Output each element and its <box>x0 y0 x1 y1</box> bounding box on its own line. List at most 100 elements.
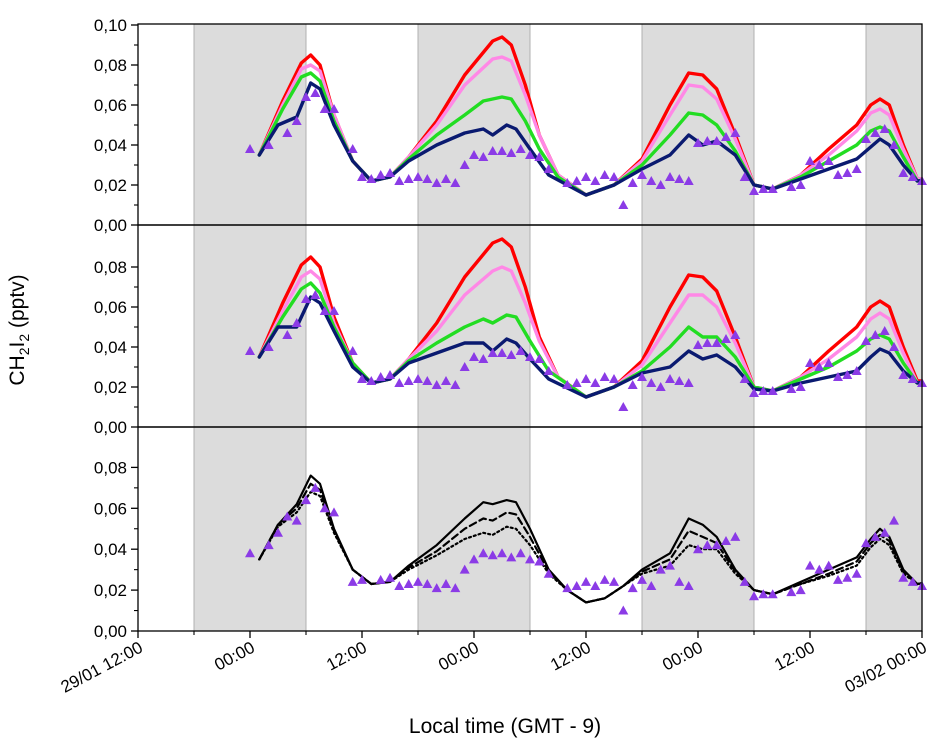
observation-bottom-51 <box>758 589 769 599</box>
observation-bottom-58 <box>833 574 843 584</box>
observation-bottom-15 <box>413 576 423 586</box>
observation-top-26 <box>515 144 526 153</box>
observation-middle-37 <box>627 380 638 389</box>
observation-bottom-52 <box>767 589 778 599</box>
observation-top-63 <box>879 124 890 133</box>
observation-middle-19 <box>450 380 461 389</box>
observation-bottom-7 <box>319 503 330 513</box>
observation-bottom-26 <box>515 548 526 558</box>
y-tick-labels: 0,00 0,02 0,04 0,06 0,08 0,10 0,00 0,02 0,04 0,06… <box>94 16 127 641</box>
observation-middle-16 <box>422 376 433 385</box>
observation-bottom-65 <box>898 572 909 582</box>
observation-bottom-10 <box>357 574 367 584</box>
night-shade-bottom-2 <box>642 427 754 631</box>
observation-bottom-17 <box>431 583 442 593</box>
observation-bottom-23 <box>487 550 498 560</box>
observation-middle-52 <box>767 386 778 395</box>
observation-middle-1 <box>263 342 274 351</box>
observation-bottom-12 <box>385 572 395 582</box>
observation-bottom-59 <box>842 572 853 582</box>
observation-bottom-38 <box>637 574 647 584</box>
x-tick-label-0: 29/01 12:00 <box>58 638 146 697</box>
x-tick-label-2: 12:00 <box>323 638 369 675</box>
observation-top-2 <box>282 128 293 137</box>
observation-middle-45 <box>702 338 713 347</box>
observation-bottom-60 <box>851 568 862 578</box>
observation-middle-4 <box>301 294 311 303</box>
observation-middle-49 <box>739 374 750 383</box>
observation-top-54 <box>795 180 806 189</box>
observation-middle-25 <box>506 350 517 359</box>
observation-bottom-0 <box>245 548 255 558</box>
observation-bottom-33 <box>590 581 601 590</box>
observation-middle-60 <box>851 366 862 375</box>
observation-top-0 <box>245 144 255 153</box>
observation-middle-59 <box>842 370 853 379</box>
observation-top-10 <box>366 174 377 183</box>
observation-markers-layer <box>245 88 927 615</box>
observation-middle-50 <box>749 388 759 397</box>
observation-bottom-11 <box>375 574 386 584</box>
observation-top-17 <box>431 178 442 187</box>
y-tick-label-top-1: 0,02 <box>94 176 127 195</box>
series-middle-navy-solid <box>257 295 922 399</box>
observation-top-12 <box>385 168 395 177</box>
y-tick-label-middle-0: 0,00 <box>94 418 127 437</box>
observation-bottom-6 <box>310 482 321 492</box>
observation-bottom-20 <box>459 564 470 574</box>
observation-bottom-8 <box>329 507 339 517</box>
observation-top-55 <box>805 156 815 165</box>
y-tick-label-top-3: 0,06 <box>94 96 127 115</box>
observation-middle-12 <box>385 370 395 379</box>
observation-bottom-56 <box>814 564 825 574</box>
y-tick-label-middle-2: 0,04 <box>94 338 127 357</box>
y-tick-label-top-2: 0,04 <box>94 136 127 155</box>
observation-bottom-62 <box>870 531 881 541</box>
y-tick-label-bottom-1: 0,02 <box>94 581 127 600</box>
observation-middle-27 <box>525 352 535 361</box>
observation-top-31 <box>571 176 582 185</box>
observation-top-45 <box>702 136 713 145</box>
observation-top-9 <box>357 172 367 181</box>
x-tick-label-5: 00:00 <box>659 638 705 675</box>
observation-bottom-55 <box>805 560 815 570</box>
observation-top-22 <box>478 152 489 161</box>
observation-middle-57 <box>823 358 834 367</box>
observation-middle-29 <box>543 366 554 375</box>
observation-top-61 <box>861 134 871 143</box>
observation-top-11 <box>375 170 386 179</box>
observation-top-60 <box>851 164 862 173</box>
x-tick-label-6: 12:00 <box>771 638 817 675</box>
observation-bottom-64 <box>889 515 899 525</box>
observation-top-49 <box>739 172 750 181</box>
observation-bottom-31 <box>571 581 582 590</box>
observation-top-24 <box>497 146 507 155</box>
x-tick-label-7: 03/02 00:00 <box>842 638 930 697</box>
y-tick-label-bottom-3: 0,06 <box>94 499 127 518</box>
observation-middle-43 <box>683 378 694 387</box>
observation-top-66 <box>907 172 918 181</box>
observation-middle-2 <box>282 330 293 339</box>
observation-middle-17 <box>431 380 442 389</box>
observation-bottom-29 <box>543 568 554 578</box>
observation-top-18 <box>441 174 451 183</box>
y-tick-label-top-4: 0,08 <box>94 56 127 75</box>
observation-bottom-53 <box>786 587 797 597</box>
observation-top-44 <box>693 138 703 147</box>
observation-top-46 <box>711 136 722 145</box>
observation-top-33 <box>590 176 601 185</box>
observation-bottom-14 <box>403 579 414 588</box>
observation-middle-7 <box>329 306 339 315</box>
observation-top-51 <box>758 184 769 193</box>
x-tick-label-4: 12:00 <box>547 638 593 675</box>
observation-middle-31 <box>571 378 582 387</box>
observation-middle-62 <box>870 330 881 339</box>
observation-middle-22 <box>478 354 489 363</box>
observation-top-52 <box>767 184 778 193</box>
observation-bottom-36 <box>618 605 629 615</box>
observation-middle-30 <box>562 380 573 389</box>
model-series-layer <box>257 35 922 604</box>
night-shade-top-0 <box>194 24 306 225</box>
observation-bottom-44 <box>693 544 703 554</box>
